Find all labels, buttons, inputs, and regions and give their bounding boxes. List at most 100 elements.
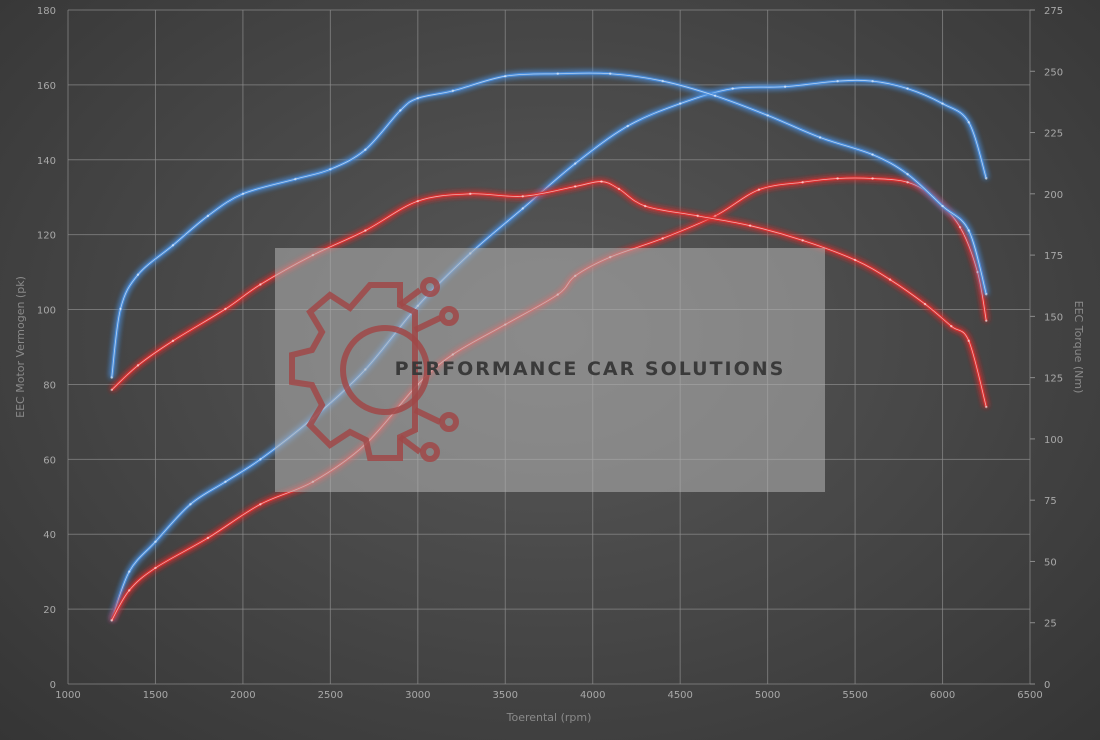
stock-power-point bbox=[259, 503, 262, 506]
tuned-torque-point bbox=[329, 168, 332, 171]
stock-power-point bbox=[757, 188, 761, 191]
x-tick-label: 4500 bbox=[667, 690, 692, 701]
tuned-power-point bbox=[626, 124, 629, 128]
stock-power-point bbox=[110, 619, 113, 622]
y-left-tick-label: 180 bbox=[37, 6, 56, 17]
stock-power-point bbox=[154, 566, 157, 570]
tuned-torque-point bbox=[967, 229, 970, 232]
y-left-tick-label: 140 bbox=[37, 156, 56, 167]
y-right-tick-label: 25 bbox=[1044, 619, 1057, 630]
tuned-power-highlight bbox=[111, 79, 987, 621]
tuned-torque-point bbox=[871, 153, 874, 156]
tuned-torque-point bbox=[556, 72, 559, 75]
stock-torque-point bbox=[136, 364, 140, 367]
stock-power-point bbox=[906, 181, 909, 184]
tuned-torque-point bbox=[206, 214, 210, 218]
y-right-tick-label: 0 bbox=[1044, 680, 1050, 691]
tuned-torque-point bbox=[364, 148, 367, 151]
stock-power-point bbox=[206, 536, 210, 540]
y-left-tick-label: 0 bbox=[50, 680, 56, 691]
stock-power-point bbox=[661, 237, 664, 240]
tuned-torque-point bbox=[504, 74, 507, 78]
tuned-power-point bbox=[128, 570, 131, 573]
stock-torque-point bbox=[521, 195, 524, 198]
tuned-torque-point bbox=[941, 204, 944, 208]
x-tick-label: 3500 bbox=[493, 690, 518, 701]
x-tick-label: 1500 bbox=[143, 690, 168, 701]
x-tick-label: 4000 bbox=[580, 690, 605, 701]
stock-torque-point bbox=[224, 307, 227, 311]
stock-power-point bbox=[985, 319, 988, 322]
x-tick-label: 5500 bbox=[842, 690, 867, 701]
tuned-power-point bbox=[906, 87, 909, 90]
series-lines bbox=[110, 71, 988, 622]
y-right-tick-label: 200 bbox=[1044, 190, 1063, 201]
stock-power-point bbox=[976, 270, 979, 274]
tuned-torque-point bbox=[609, 72, 612, 75]
stock-torque-point bbox=[600, 180, 603, 183]
y-left-axis-label: EEC Motor Vermogen (pk) bbox=[14, 276, 27, 418]
stock-power-point bbox=[128, 589, 131, 592]
stock-torque-point bbox=[985, 405, 988, 409]
y-right-tick-label: 100 bbox=[1044, 435, 1063, 446]
axis-ticks: 1000 1500 2000 2500 3000 3500 4000 4500 5000 5500… bbox=[37, 6, 1063, 701]
tuned-power-point bbox=[836, 79, 839, 83]
tuned-power-point bbox=[224, 480, 227, 483]
tuned-torque-point bbox=[136, 273, 140, 276]
tuned-power-point bbox=[574, 162, 577, 165]
y-left-tick-label: 60 bbox=[43, 455, 56, 466]
y-left-tick-label: 160 bbox=[37, 81, 56, 92]
stock-torque-point bbox=[923, 302, 927, 306]
x-tick-label: 2500 bbox=[318, 690, 343, 701]
y-left-tick-label: 40 bbox=[43, 530, 56, 541]
y-right-axis-label: EEC Torque (Nm) bbox=[1072, 301, 1085, 394]
stock-torque-point bbox=[748, 224, 752, 227]
tuned-power-point bbox=[678, 102, 682, 105]
y-right-tick-label: 275 bbox=[1044, 6, 1063, 17]
y-left-tick-label: 80 bbox=[43, 380, 56, 391]
stock-torque-point bbox=[110, 388, 113, 392]
watermark: PERFORMANCE CAR SOLUTIONS bbox=[275, 248, 825, 492]
tuned-torque-point bbox=[119, 307, 122, 311]
stock-torque-point bbox=[853, 258, 857, 262]
y-left-tick-label: 20 bbox=[43, 605, 56, 616]
tuned-torque-point bbox=[451, 89, 454, 93]
tuned-torque-point bbox=[818, 136, 822, 139]
tuned-power-point bbox=[521, 207, 524, 210]
y-right-tick-label: 250 bbox=[1044, 67, 1063, 78]
x-tick-label: 6500 bbox=[1017, 690, 1042, 701]
tuned-torque-point bbox=[110, 376, 113, 379]
stock-power-point bbox=[871, 177, 874, 180]
gear-logo-icon bbox=[289, 277, 459, 462]
y-right-tick-label: 125 bbox=[1044, 374, 1063, 385]
tuned-power-point bbox=[154, 540, 157, 543]
y-right-tick-label: 50 bbox=[1044, 557, 1057, 568]
tuned-torque-point bbox=[171, 244, 175, 247]
tuned-torque-point bbox=[713, 94, 717, 97]
stock-torque-point bbox=[617, 187, 621, 191]
stock-torque-point bbox=[967, 339, 970, 343]
watermark-text: PERFORMANCE CAR SOLUTIONS bbox=[395, 358, 786, 380]
stock-torque-point bbox=[801, 239, 804, 242]
x-tick-label: 6000 bbox=[930, 690, 955, 701]
tuned-torque-point bbox=[241, 192, 245, 196]
stock-torque-point bbox=[696, 214, 699, 218]
tuned-torque-point bbox=[906, 173, 909, 176]
y-left-tick-label: 120 bbox=[37, 231, 56, 242]
x-tick-label: 5000 bbox=[755, 690, 780, 701]
stock-torque-point bbox=[416, 199, 420, 203]
stock-torque-point bbox=[644, 204, 647, 208]
stock-torque-point bbox=[888, 278, 892, 281]
stock-torque-point bbox=[259, 283, 262, 286]
tuned-torque-point bbox=[416, 97, 420, 100]
tuned-torque-point bbox=[294, 177, 297, 181]
tuned-power-point bbox=[783, 85, 787, 88]
tuned-power-point bbox=[985, 177, 988, 180]
y-left-tick-label: 100 bbox=[37, 306, 56, 317]
tuned-torque-highlight bbox=[111, 72, 987, 378]
tuned-torque-point bbox=[661, 79, 664, 83]
tuned-power-point bbox=[259, 458, 262, 461]
tuned-power-point bbox=[967, 121, 970, 124]
stock-power-point bbox=[713, 214, 717, 218]
